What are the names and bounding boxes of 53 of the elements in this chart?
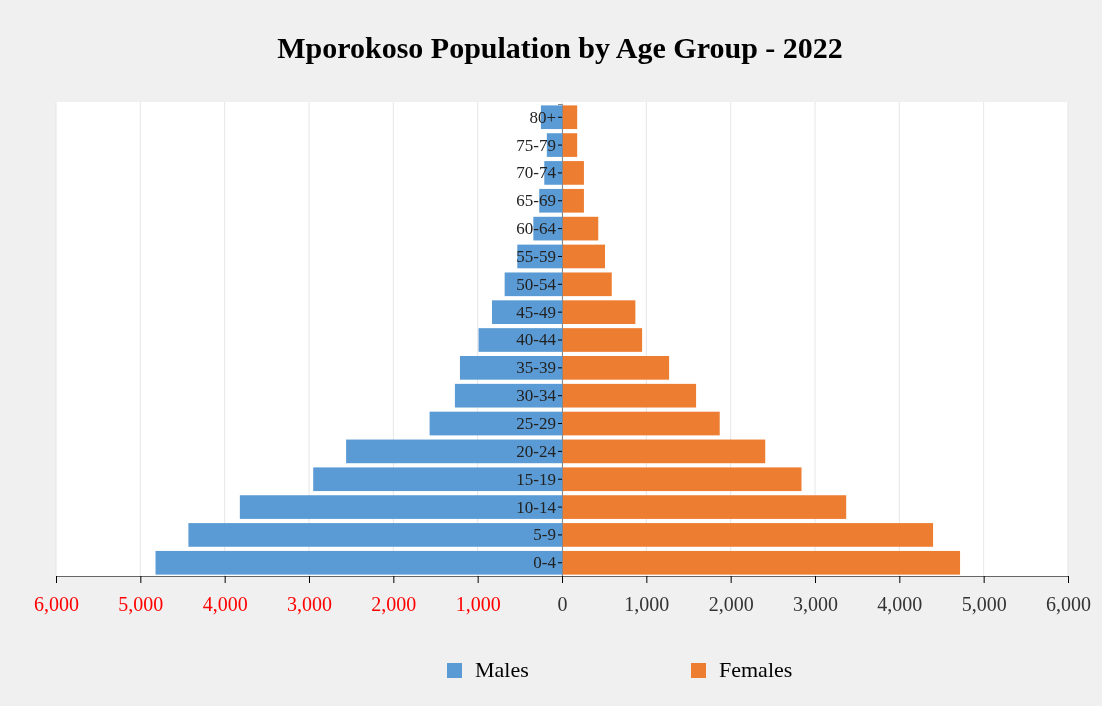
- y-tick-label: 5-9: [533, 525, 556, 545]
- bar: [562, 105, 578, 130]
- x-tick-label: 5,000: [961, 593, 1007, 616]
- x-tick-label: 6,000: [34, 593, 79, 616]
- bar: [562, 272, 612, 297]
- bar: [562, 216, 599, 241]
- y-tick-label: 50-54: [516, 274, 557, 294]
- y-tick-label: 45-49: [516, 302, 556, 322]
- bar: [346, 439, 562, 464]
- bar: [562, 439, 766, 464]
- bar: [562, 550, 961, 575]
- bar: [188, 523, 562, 547]
- bar: [454, 383, 562, 408]
- bar: [562, 328, 643, 352]
- bar: [155, 550, 562, 575]
- bar: [313, 467, 562, 492]
- bar: [562, 188, 584, 213]
- bar: [562, 133, 578, 157]
- x-tick-label: 2,000: [708, 593, 754, 616]
- legend-label: Females: [719, 657, 793, 682]
- bar: [562, 244, 606, 269]
- y-tick-label: 25-29: [516, 413, 556, 433]
- bar: [562, 495, 847, 519]
- x-tick-label: 5,000: [118, 593, 164, 616]
- bar: [562, 161, 584, 185]
- x-tick-label: 1,000: [455, 593, 501, 616]
- y-tick-label: 10-14: [516, 497, 557, 517]
- x-tick-label: 6,000: [1046, 593, 1091, 616]
- bar: [562, 383, 697, 408]
- y-tick-label: 30-34: [516, 386, 557, 406]
- y-tick-label: 20-24: [516, 441, 557, 461]
- x-tick-label: 3,000: [793, 593, 838, 616]
- bar: [239, 495, 562, 519]
- bar: [562, 523, 934, 547]
- x-tick-label: 4,000: [202, 593, 248, 616]
- y-tick-label: 15-19: [516, 469, 556, 489]
- chart-title: Mporokoso Population by Age Group - 2022: [277, 31, 843, 64]
- bar: [459, 356, 562, 380]
- bar: [562, 300, 636, 324]
- x-tick-label: 1,000: [624, 593, 670, 616]
- x-tick-label: 2,000: [371, 593, 417, 616]
- y-tick-label: 55-59: [516, 246, 556, 266]
- legend-label: Males: [475, 657, 529, 682]
- bar: [562, 356, 670, 380]
- bar: [562, 467, 802, 492]
- x-tick-label: 4,000: [877, 593, 923, 616]
- y-tick-label: 0-4: [533, 553, 557, 573]
- bar: [429, 411, 562, 436]
- x-tick-label: 0: [557, 593, 568, 616]
- y-tick-label: 35-39: [516, 358, 556, 378]
- x-tick-label: 3,000: [287, 593, 332, 616]
- y-tick-label: 40-44: [516, 330, 557, 350]
- bar: [562, 411, 720, 436]
